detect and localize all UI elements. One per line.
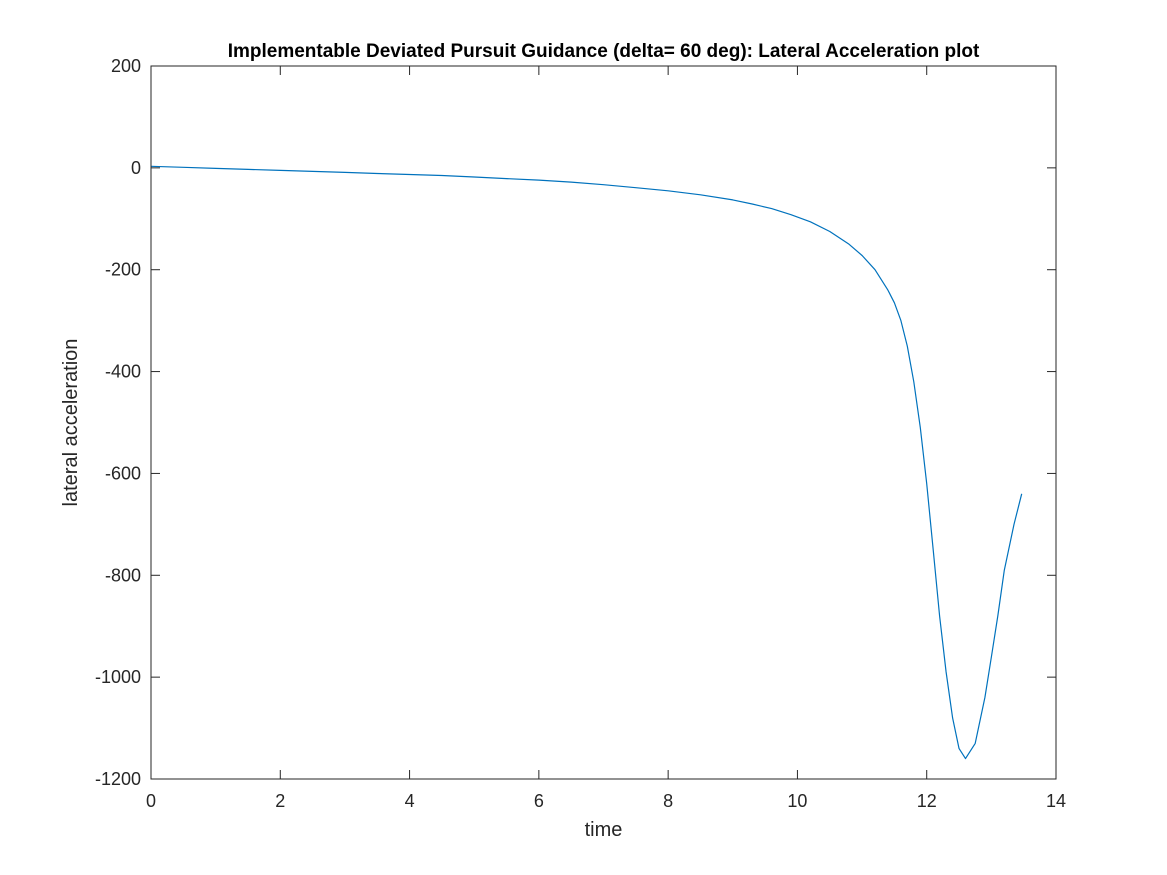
- y-axis-label: lateral acceleration: [60, 339, 82, 507]
- x-tick-label: 2: [275, 791, 285, 811]
- x-tick-label: 14: [1046, 791, 1066, 811]
- x-tick-label: 4: [405, 791, 415, 811]
- labels-layer: 0 2 4 6 8 10 12 14 200 0 -200 -400 -600 -800 -1000 -120…: [95, 56, 1066, 811]
- y-tick-label: -1200: [95, 769, 141, 789]
- axes-box: [150, 65, 1057, 780]
- y-tick-label: -400: [105, 362, 141, 382]
- x-axis-label: time: [585, 819, 623, 841]
- x-tick-label: 8: [663, 791, 673, 811]
- x-tick-label: 6: [534, 791, 544, 811]
- chart-title: Implementable Deviated Pursuit Guidance …: [228, 41, 980, 62]
- y-tick-label: 0: [131, 158, 141, 178]
- x-tick-label: 12: [917, 791, 937, 811]
- y-tick-label: -1000: [95, 667, 141, 687]
- x-tick-label: 10: [787, 791, 807, 811]
- series-layer: [150, 165, 1023, 760]
- x-tick-label: 0: [146, 791, 156, 811]
- y-tick-label: -600: [105, 463, 141, 483]
- y-tick-label: -800: [105, 565, 141, 585]
- series-line: [150, 165, 1023, 760]
- plot-area: [151, 66, 1056, 779]
- y-tick-label: 200: [111, 56, 141, 76]
- y-tick-label: -200: [105, 260, 141, 280]
